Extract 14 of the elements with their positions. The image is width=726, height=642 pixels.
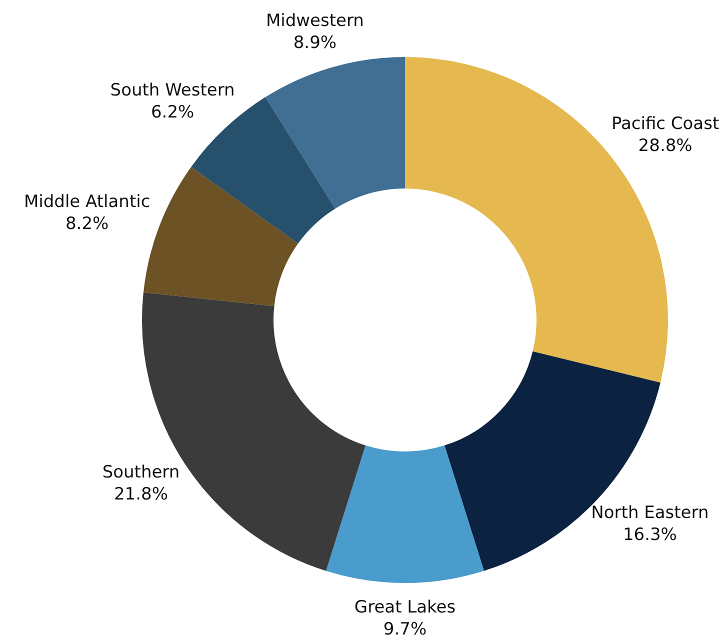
data-label: 21.8% [114,484,168,504]
data-label: 28.8% [638,136,692,156]
slice-label: Middle Atlantic [24,192,150,212]
slice-label: Midwestern [266,11,364,32]
data-label: 8.9% [293,33,337,54]
slice-label: Great Lakes [354,597,456,618]
data-label: 9.7% [383,619,427,640]
slice-label: North Eastern [591,502,709,523]
slice-label: Pacific Coast [611,114,720,134]
slice-label: South Western [110,80,235,101]
slice-label: Southern [102,462,180,482]
data-label: 8.2% [65,214,109,234]
data-label: 6.2% [150,102,194,123]
data-label: 16.3% [622,524,677,545]
